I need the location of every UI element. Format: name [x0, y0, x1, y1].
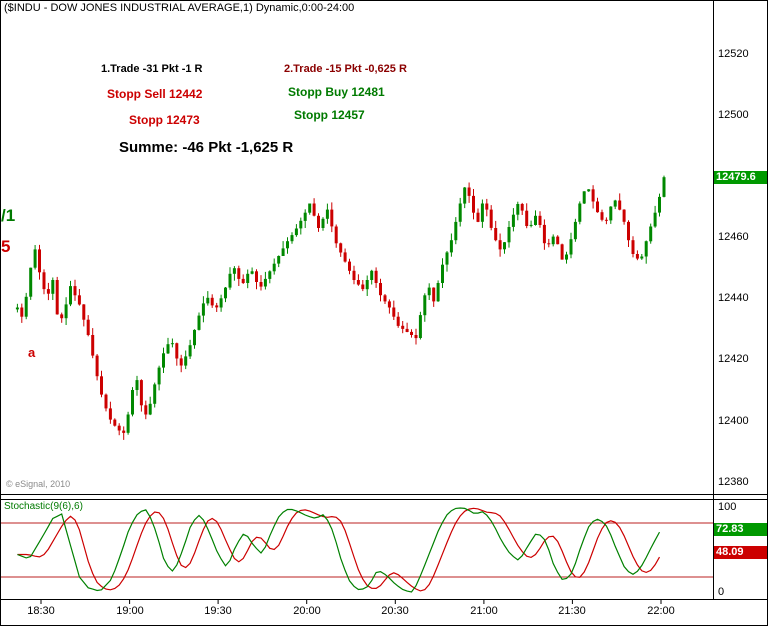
stochastic-indicator-label: Stochastic(9(6),6)	[4, 501, 83, 512]
time-axis-label: 21:00	[470, 605, 498, 617]
price-axis-label: 12400	[718, 415, 749, 427]
time-axis-label: 18:30	[27, 605, 55, 617]
price-axis-label: 12380	[718, 476, 749, 488]
time-axis-label: 19:30	[204, 605, 232, 617]
price-axis-label: 12520	[718, 48, 749, 60]
price-axis-label: 12460	[718, 231, 749, 243]
time-axis-label: 20:00	[293, 605, 321, 617]
price-axis-label: 12440	[718, 292, 749, 304]
last-price-badge: 12479.6	[714, 171, 767, 184]
left-partial-annotation-top: /1	[1, 206, 16, 225]
window-title: ($INDU - DOW JONES INDUSTRIAL AVERAGE,1)…	[4, 2, 355, 14]
trade2-stopp-label: Stopp 12457	[294, 108, 365, 122]
price-axis-label: 12500	[718, 109, 749, 121]
stochastic-lines	[17, 507, 661, 593]
left-partial-annotation-mid: 5	[1, 237, 11, 256]
time-axis-label: 20:30	[381, 605, 409, 617]
price-axis-label: 12420	[718, 353, 749, 365]
stoch-axis-top-label: 100	[718, 501, 737, 513]
stoch-d-value-badge: 48.09	[714, 546, 767, 559]
stoch-k-value-badge: 72.83	[714, 523, 767, 536]
marker-a-label: a	[28, 345, 36, 360]
candlestick-series	[15, 175, 666, 440]
time-axis-label: 19:00	[116, 605, 144, 617]
stoch-axis-bottom-label: 0	[718, 586, 725, 598]
trade1-stopp-label: Stopp 12473	[129, 113, 200, 127]
trade1-stopp-sell-label: Stopp Sell 12442	[107, 87, 203, 101]
trade2-stopp-buy-label: Stopp Buy 12481	[288, 85, 385, 99]
time-axis-label: 22:00	[647, 605, 675, 617]
summe-label: Summe: -46 Pkt -1,625 R	[119, 139, 294, 156]
trade1-result-label: 1.Trade -31 Pkt -1 R	[101, 63, 203, 75]
time-axis-label: 21:30	[558, 605, 586, 617]
copyright-label: © eSignal, 2010	[6, 479, 71, 489]
trade2-result-label: 2.Trade -15 Pkt -0,625 R	[284, 63, 407, 75]
